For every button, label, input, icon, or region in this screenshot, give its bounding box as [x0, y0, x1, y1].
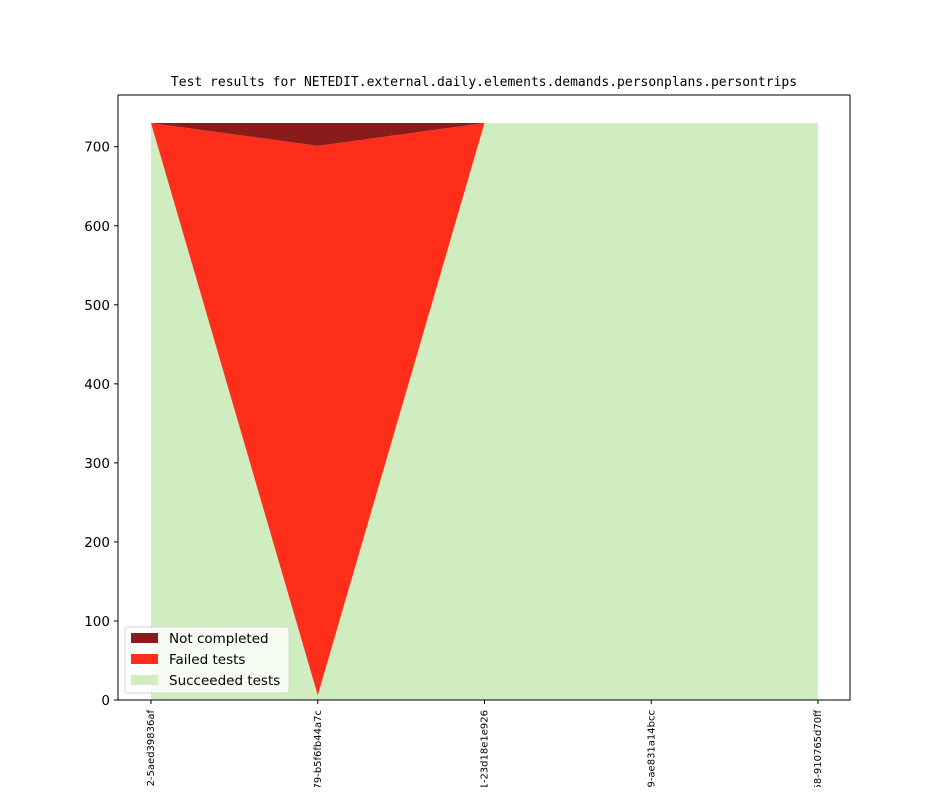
area-succeeded-tests — [151, 123, 818, 700]
chart-title: Test results for NETEDIT.external.daily.… — [171, 75, 797, 90]
legend-swatch-failed-tests — [131, 654, 158, 664]
x-tick-label: 1-23d18e1e926 — [480, 710, 491, 787]
y-tick-label: 100 — [84, 614, 110, 630]
legend-swatch-succeeded-tests — [131, 675, 158, 685]
legend-label-succeeded-tests: Succeeded tests — [169, 673, 280, 689]
x-tick-label: 79-b5f6fb44a7c — [313, 710, 324, 787]
y-tick-label: 400 — [84, 377, 110, 393]
area-not-completed — [151, 123, 818, 146]
y-tick-label: 600 — [84, 219, 110, 235]
y-tick-label: 300 — [84, 456, 110, 472]
plot-area — [151, 123, 818, 700]
area-failed-tests — [151, 123, 818, 696]
x-tick-label: 2-5aed39836af — [146, 710, 157, 787]
x-tick-label: 9-ae831a14bcc — [646, 710, 657, 787]
y-axis: 0 100 200 300 400 500 600 700 — [84, 140, 118, 709]
legend-label-not-completed: Not completed — [169, 631, 269, 647]
x-axis: 2-5aed39836af 79-b5f6fb44a7c 1-23d18e1e926… — [146, 700, 824, 790]
legend-label-failed-tests: Failed tests — [169, 652, 245, 668]
legend-box — [124, 626, 290, 694]
y-tick-label: 700 — [84, 140, 110, 156]
legend-swatch-not-completed — [131, 633, 158, 643]
y-tick-label: 200 — [84, 535, 110, 551]
y-tick-label: 500 — [84, 298, 110, 314]
x-tick-label: 58-910765d70ff — [813, 709, 824, 787]
legend: Not completed Failed tests Succeeded tests — [124, 626, 290, 694]
y-tick-label: 0 — [101, 693, 110, 709]
